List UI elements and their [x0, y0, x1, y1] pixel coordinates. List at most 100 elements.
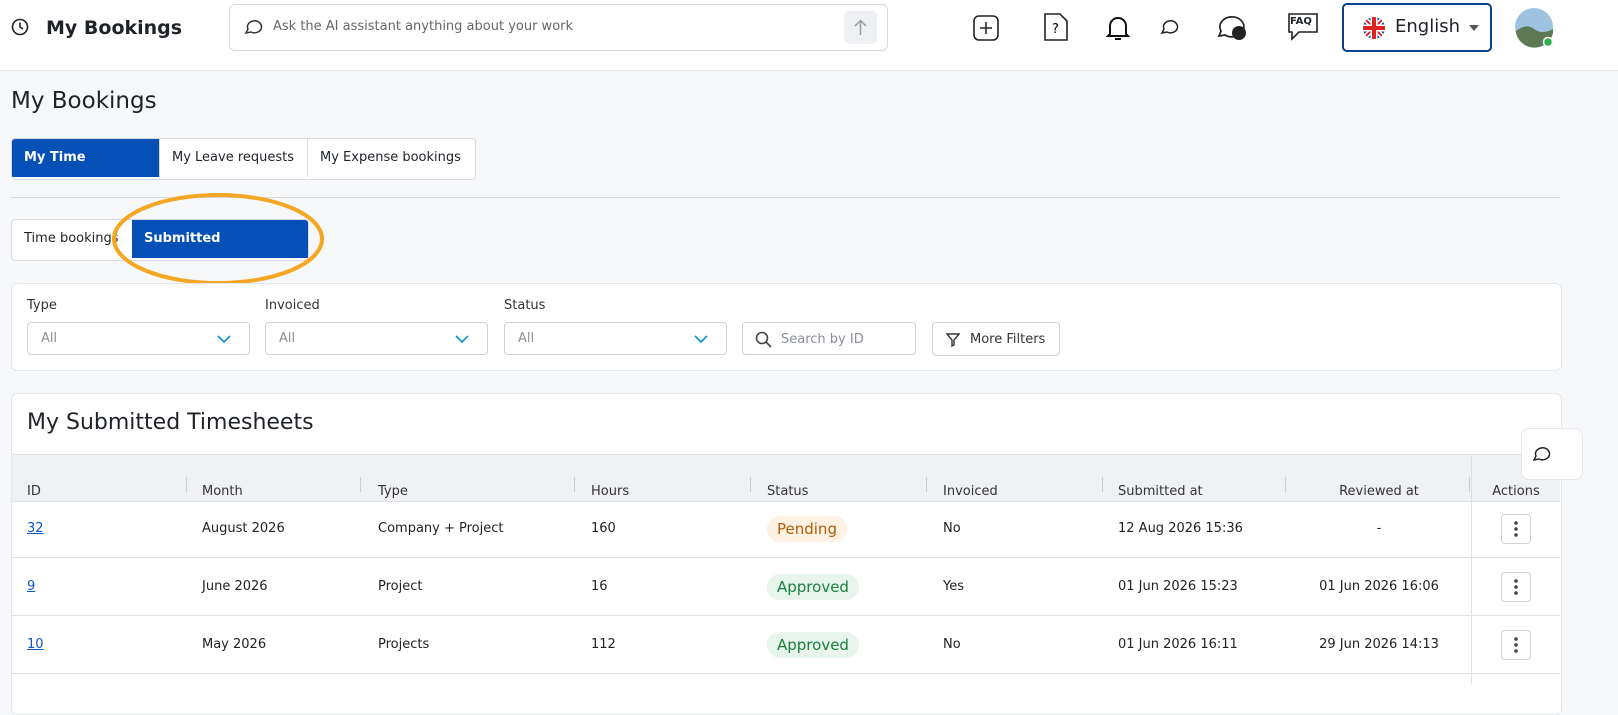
column-separator: [1285, 477, 1286, 492]
cell: August 2026: [202, 521, 285, 536]
column-separator: [186, 477, 187, 492]
id-link[interactable]: 10: [27, 637, 44, 652]
divider: [11, 197, 1560, 198]
tab[interactable]: My Leave requests: [160, 139, 308, 177]
header: My Bookings Ask the AI assistant anythin…: [0, 0, 1618, 71]
subtab[interactable]: Submitted Timesheets: [132, 220, 308, 258]
chevron: [217, 335, 231, 344]
bell-icon[interactable]: [1106, 14, 1130, 42]
filter-label: Invoiced: [265, 298, 320, 313]
actions-button[interactable]: [1501, 514, 1531, 544]
send-button[interactable]: [844, 11, 877, 44]
column-header: Actions: [1492, 484, 1540, 499]
cell: June 2026: [202, 579, 268, 594]
tabs: My Time Bookings My Leave requests My Ex…: [11, 138, 476, 180]
status-pill: Approved: [767, 574, 859, 600]
table-card: [11, 393, 1562, 715]
more-filters-button[interactable]: More Filters: [932, 322, 1060, 356]
column-separator: [360, 477, 361, 492]
id-link[interactable]: 9: [27, 579, 36, 594]
filter-label: Status: [504, 298, 546, 313]
help-doc-icon[interactable]: ?: [1043, 12, 1069, 42]
svg-text:?: ?: [1052, 22, 1059, 37]
language-label: English: [1395, 16, 1460, 37]
row-border: [12, 673, 1560, 674]
filter-icon: [946, 333, 960, 347]
kebab-icon: [1514, 521, 1518, 537]
language-select[interactable]: English: [1342, 3, 1492, 52]
app-title: My Bookings: [46, 17, 183, 39]
column-header: ID: [27, 484, 41, 499]
column-header: Month: [202, 484, 243, 499]
column-header: Invoiced: [943, 484, 998, 499]
ai-search[interactable]: Ask the AI assistant anything about your…: [229, 4, 888, 51]
chat-icon: [244, 20, 263, 35]
filter-dropdown[interactable]: All: [265, 322, 488, 355]
cell: May 2026: [202, 637, 267, 652]
chat-icon[interactable]: [1159, 15, 1185, 41]
tab[interactable]: My Time Bookings: [12, 139, 160, 177]
add-icon[interactable]: [972, 14, 1000, 42]
column-header: Submitted at: [1118, 484, 1203, 499]
cell: Company + Project: [378, 521, 504, 536]
row-border: [12, 615, 1560, 616]
filter-value: All: [518, 331, 535, 346]
column-separator: [1102, 477, 1103, 492]
status-pill: Approved: [767, 632, 859, 658]
column-separator: [750, 477, 751, 492]
actions-button[interactable]: [1501, 630, 1531, 660]
row-border: [12, 557, 1560, 558]
id-link[interactable]: 32: [27, 521, 44, 536]
filter-dropdown[interactable]: All: [504, 322, 727, 355]
cell: Project: [378, 579, 423, 594]
subtab[interactable]: Time bookings: [24, 231, 119, 246]
arrow-icon: [854, 19, 867, 35]
column-header: Type: [378, 484, 408, 499]
search-id-placeholder: Search by ID: [781, 332, 864, 347]
cell: -: [1376, 521, 1382, 536]
feedback-icon[interactable]: [1215, 10, 1249, 44]
tab[interactable]: My Expense bookings: [320, 150, 461, 165]
faq-label: FAQ: [1290, 16, 1312, 27]
avatar[interactable]: [1514, 7, 1556, 49]
actions-button[interactable]: [1501, 572, 1531, 602]
column-separator: [926, 477, 927, 492]
filter-label: Type: [27, 298, 57, 313]
table-header: [12, 454, 1560, 502]
filter-value: All: [279, 331, 296, 346]
filter-dropdown[interactable]: All: [27, 322, 250, 355]
cell: 160: [591, 521, 616, 536]
column-header: Hours: [591, 484, 630, 499]
column-header: Status: [767, 484, 809, 499]
page-title: My Bookings: [11, 88, 157, 114]
cell: 16: [591, 579, 608, 594]
table-title: My Submitted Timesheets: [27, 410, 314, 435]
chat-widget[interactable]: [1521, 428, 1583, 480]
search-placeholder: Ask the AI assistant anything about your…: [273, 19, 574, 34]
actions-divider: [1471, 454, 1472, 684]
column-header: Reviewed at: [1339, 484, 1419, 499]
cell: 01 Jun 2026 15:23: [1118, 579, 1238, 594]
chevron: [455, 335, 469, 344]
status-pill: Pending: [767, 516, 847, 542]
subtabs: Time bookings Submitted Timesheets: [11, 219, 309, 261]
kebab-icon: [1514, 579, 1518, 595]
cell: 12 Aug 2026 15:36: [1118, 521, 1243, 536]
kebab-icon: [1514, 637, 1518, 653]
highlight-ellipse: [112, 193, 324, 285]
search-icon: [755, 331, 772, 348]
cell: Yes: [943, 579, 964, 594]
chevron: [694, 335, 708, 344]
more-filters-label: More Filters: [970, 332, 1046, 347]
cell: No: [943, 637, 961, 652]
chat-icon: [1532, 447, 1551, 462]
clock-icon: [11, 18, 29, 36]
search-id[interactable]: Search by ID: [742, 322, 916, 355]
filter-value: All: [41, 331, 58, 346]
caret: [1469, 25, 1479, 31]
cell: 01 Jun 2026 16:06: [1319, 579, 1439, 594]
faq-icon[interactable]: [1285, 10, 1321, 44]
cell: 112: [591, 637, 616, 652]
uk-flag: [1363, 17, 1385, 39]
